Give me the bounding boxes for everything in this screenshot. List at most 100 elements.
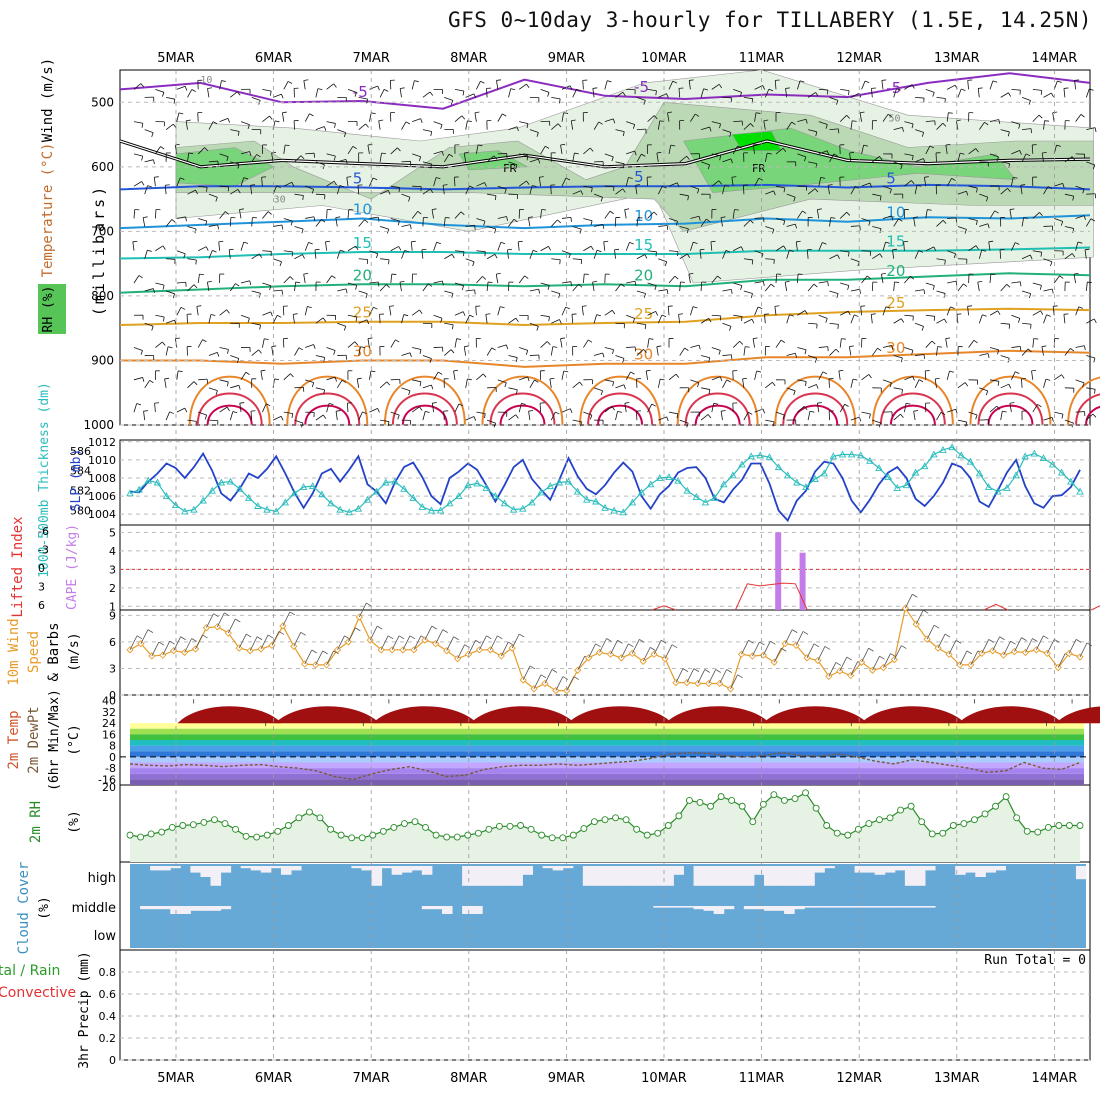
upper-wind-barb-flag	[709, 126, 712, 132]
upper-wind-barb-flag	[1037, 404, 1042, 408]
cloud-high-clear	[150, 866, 161, 871]
upper-wind-barb-flag	[386, 381, 391, 386]
warm-contour	[792, 404, 839, 426]
date-label-bottom: 13MAR	[934, 1071, 980, 1086]
upper-wind-barb	[968, 185, 978, 189]
upper-wind-barb-flag	[448, 153, 454, 157]
upper-wind-barb	[679, 347, 685, 356]
upper-wind-barb	[165, 411, 170, 421]
wind10-barb-flag	[1021, 637, 1027, 641]
wind10-barb	[315, 650, 323, 666]
upper-wind-barb	[431, 403, 434, 413]
wind10-barb	[981, 639, 990, 654]
upper-wind-barb	[989, 274, 992, 284]
upper-wind-barb	[250, 411, 253, 421]
upper-wind-barb-flag	[425, 411, 430, 413]
dewpoint-series	[129, 751, 1081, 781]
cloud-high-clear	[371, 866, 383, 886]
upper-wind-barb-flag	[360, 346, 365, 348]
warm-contour	[206, 404, 253, 426]
precip-legend-convective: Convective	[0, 985, 76, 1001]
upper-wind-barb	[699, 249, 702, 259]
wind10-barb-flag	[901, 645, 907, 649]
upper-wind-barb-flag	[371, 112, 376, 115]
thickness-point	[1012, 471, 1020, 479]
wind10-point	[606, 650, 615, 658]
cloud-high-clear	[623, 866, 634, 886]
upper-wind-barb	[144, 250, 148, 259]
upper-wind-barb-flag	[429, 91, 434, 96]
upper-wind-barb-flag	[703, 88, 709, 91]
upper-wind-barb-flag	[630, 371, 635, 375]
upper-wind-barb	[957, 226, 967, 230]
upper-wind-barb	[1043, 314, 1047, 324]
wind10-barb-flag	[442, 629, 448, 633]
upper-wind-barb	[198, 378, 208, 381]
wind10-barb	[380, 635, 389, 651]
upper-wind-barb	[1075, 215, 1085, 219]
upper-wind-barb-flag	[558, 293, 561, 299]
wind10-barb	[1068, 639, 1077, 654]
cloud-high-clear	[462, 866, 473, 886]
upper-wind-barb	[1000, 355, 1010, 359]
upper-wind-barb	[444, 253, 453, 260]
upper-wind-barb-flag	[450, 349, 455, 354]
upper-wind-barb	[882, 241, 886, 251]
upper-wind-barb-flag	[496, 272, 501, 275]
upper-wind-barb	[1074, 80, 1076, 90]
upper-wind-barb	[561, 250, 571, 255]
upper-wind-barb-flag	[521, 402, 526, 405]
upper-wind-barb-flag	[901, 318, 905, 323]
upper-wind-barb-flag	[405, 121, 411, 125]
upper-wind-barb-flag	[579, 229, 582, 234]
warm-contour	[391, 392, 458, 426]
wind10-barb	[249, 636, 258, 651]
upper-wind-barb-flag	[279, 261, 282, 267]
upper-wind-barb-flag	[546, 341, 551, 346]
upper-wind-barb-flag	[249, 151, 252, 156]
upper-wind-barb-flag	[1018, 124, 1021, 129]
wind10-axis-label-1: 10m Wind	[6, 618, 22, 685]
temp-dome	[568, 706, 673, 724]
rh2m-point	[506, 822, 514, 830]
upper-wind-barb-flag	[590, 245, 594, 251]
wind10-barb-flag	[213, 613, 219, 618]
upper-wind-barb-flag	[892, 248, 898, 251]
cloud-high-clear	[733, 866, 745, 886]
upper-wind-barb-flag	[632, 124, 636, 129]
cloud-mid-clear	[200, 906, 212, 911]
upper-wind-barb	[957, 382, 966, 389]
isotherm-label: 20	[634, 266, 653, 284]
wind10-barb	[238, 633, 247, 649]
upper-wind-barb	[861, 80, 866, 90]
upper-wind-barb-flag	[225, 211, 230, 215]
li-series	[1090, 605, 1100, 611]
upper-wind-barb	[861, 218, 871, 222]
upper-wind-barb-flag	[804, 406, 808, 411]
warm-contour	[676, 375, 759, 426]
upper-wind-barb	[722, 322, 732, 327]
upper-wind-barb-flag	[269, 115, 273, 120]
upper-wind-barb-flag	[815, 92, 819, 97]
upper-wind-barb-flag	[670, 144, 676, 147]
upper-wind-barb	[850, 225, 860, 227]
rh2m-point	[189, 821, 197, 829]
cloud-high-clear	[351, 866, 362, 869]
upper-wind-barb	[658, 93, 667, 98]
upper-wind-barb	[604, 153, 614, 158]
upper-wind-barb	[1011, 88, 1021, 91]
upper-wind-barb-flag	[528, 216, 533, 218]
upper-wind-barb	[893, 281, 895, 292]
date-label-top: 11MAR	[739, 51, 785, 66]
upper-wind-barb-flag	[944, 260, 946, 265]
rh2m-point	[865, 820, 873, 828]
upper-wind-barb	[615, 129, 625, 133]
upper-wind-barb	[166, 258, 176, 260]
upper-wind-barb	[390, 274, 393, 284]
upper-wind-barb-flag	[372, 177, 378, 181]
upper-wind-barb-flag	[756, 370, 762, 373]
warm-contour	[684, 392, 751, 426]
wind10-barb	[358, 602, 367, 618]
upper-wind-barb	[786, 387, 796, 392]
upper-wind-barb	[1032, 404, 1038, 413]
